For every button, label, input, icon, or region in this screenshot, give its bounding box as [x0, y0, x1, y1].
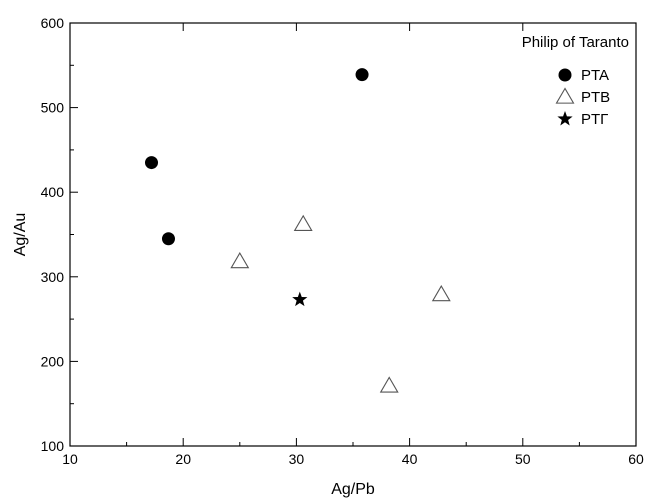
legend-label-ptb: PTB [581, 89, 610, 106]
legend: PTA PTB PTΓ [555, 67, 610, 128]
y-axis-title: Ag/Au [12, 213, 29, 257]
data-points [145, 68, 451, 393]
x-tick-label: 20 [175, 451, 191, 467]
y-tick-label: 600 [41, 15, 65, 31]
data-point-pta [355, 68, 369, 82]
legend-marker-ptb [555, 87, 575, 104]
x-axis-title: Ag/Pb [331, 481, 375, 498]
x-tick-label: 60 [628, 451, 644, 467]
legend-marker-pta [558, 68, 572, 82]
x-tick-label: 40 [402, 451, 418, 467]
x-tick-label: 10 [62, 451, 78, 467]
data-point-ptγ [292, 291, 308, 307]
y-tick-label: 200 [41, 353, 65, 369]
y-tick-label: 500 [41, 100, 65, 116]
legend-marker-ptγ [557, 111, 573, 126]
legend-label-pta: PTA [581, 67, 609, 84]
data-point-ptb [431, 284, 451, 302]
axis-ticks [70, 23, 580, 446]
data-point-ptb [379, 376, 399, 393]
x-tick-label: 30 [289, 451, 305, 467]
legend-label-ptγ: PTΓ [581, 111, 608, 128]
chart-title: Philip of Taranto [522, 34, 629, 51]
data-point-ptb [230, 251, 250, 269]
plot-frame [69, 22, 637, 447]
data-point-pta [145, 156, 159, 170]
y-tick-label: 300 [41, 269, 65, 285]
data-point-pta [161, 232, 175, 246]
y-tick-label: 100 [41, 438, 65, 454]
y-tick-label: 400 [41, 184, 65, 200]
x-tick-label: 50 [515, 451, 531, 467]
axis-tick-labels: 10 20 30 40 50 60 100 200 300 400 500 600 [41, 15, 644, 467]
data-point-ptb [293, 214, 313, 232]
